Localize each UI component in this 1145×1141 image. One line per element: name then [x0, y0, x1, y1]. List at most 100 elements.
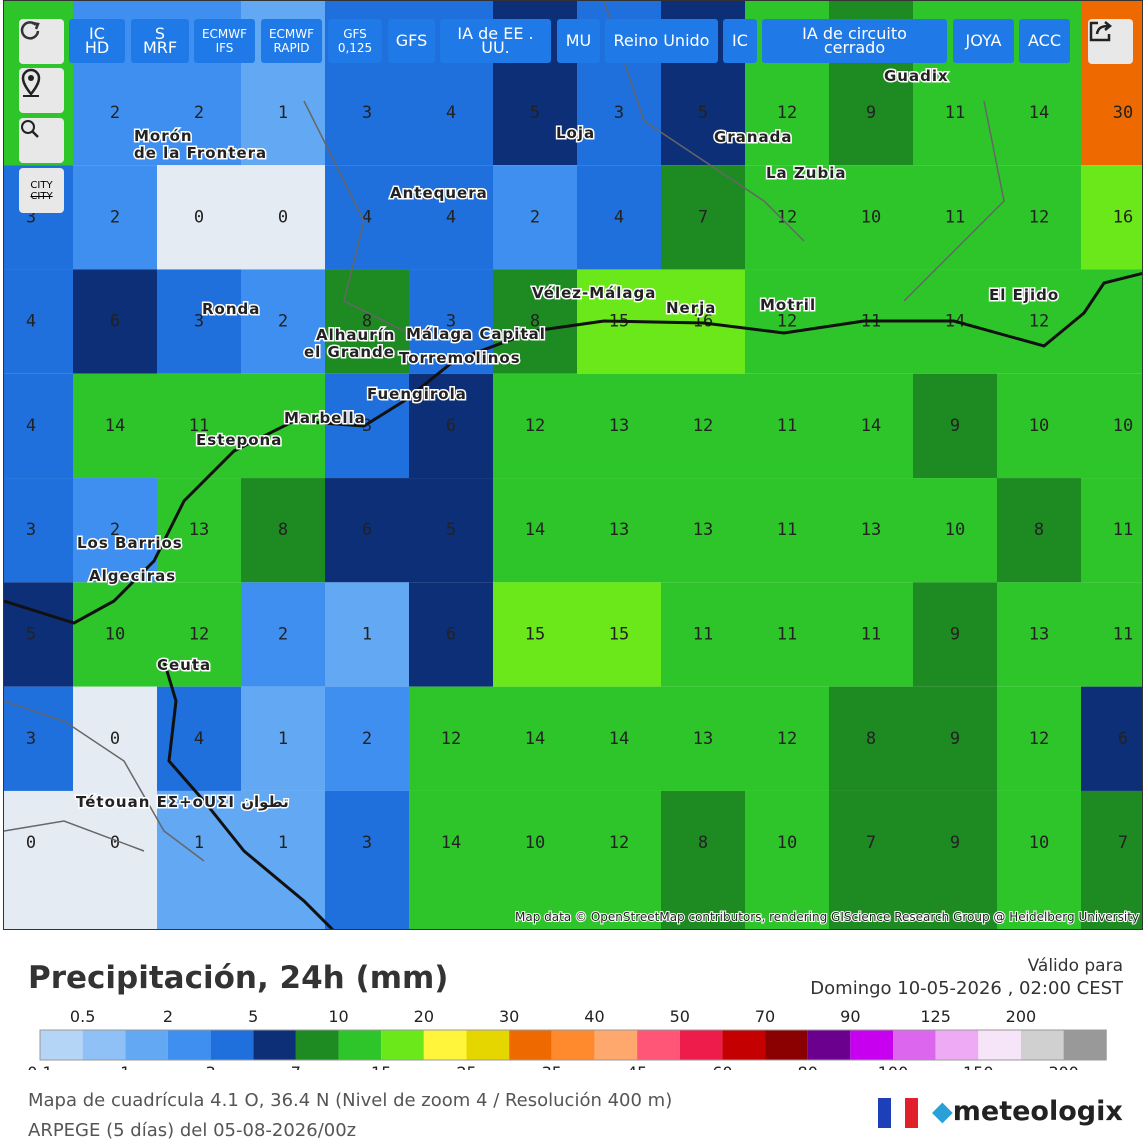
model-button[interactable]: GFS 0,125: [328, 19, 382, 63]
grid-cell: [997, 582, 1081, 687]
grid-cell: [493, 165, 577, 270]
brand-name: meteologix: [952, 1096, 1123, 1127]
grid-value: 10: [945, 520, 965, 540]
grid-value: 12: [189, 625, 209, 645]
legend-label: 7: [291, 1063, 301, 1070]
border: [4, 1, 1005, 862]
city-label: Antequera: [390, 184, 488, 202]
grid-cell: [73, 165, 157, 270]
grid-cell: [661, 165, 745, 270]
grid-cell: [325, 790, 409, 929]
grid-cell: [997, 165, 1081, 270]
grid-cell: [745, 790, 829, 929]
grid-value: 3: [362, 103, 372, 123]
grid-cell: [913, 165, 997, 270]
legend-label: 2: [163, 1008, 173, 1026]
grid-value: 0: [194, 207, 204, 227]
grid-value: 0: [110, 729, 120, 749]
grid-cell: [493, 790, 577, 929]
grid-cell: [73, 686, 157, 791]
zoom-button[interactable]: [19, 118, 64, 163]
model-button[interactable]: Reino Unido: [605, 19, 718, 63]
grid-value: 11: [1113, 520, 1133, 540]
legend-swatch: [807, 1030, 851, 1060]
model-button[interactable]: ECMWF RAPID: [261, 19, 322, 63]
grid-value: 3: [614, 103, 624, 123]
legend-swatch: [295, 1030, 339, 1060]
grid-value: 14: [525, 729, 545, 749]
model-button[interactable]: MU: [557, 19, 600, 63]
legend-swatch: [381, 1030, 424, 1060]
grid-value: 15: [609, 625, 629, 645]
legend-swatch: [466, 1030, 510, 1060]
model-button[interactable]: ACC: [1019, 19, 1070, 63]
legend-label: 25: [456, 1063, 476, 1070]
legend-label: 10: [328, 1008, 348, 1026]
grid-value: 7: [1118, 833, 1128, 853]
grid-value: 2: [110, 520, 120, 540]
legend-border: [39, 1029, 1107, 1061]
model-button[interactable]: S MRF: [131, 19, 189, 63]
location-button[interactable]: [19, 68, 64, 113]
model-button[interactable]: IC: [723, 19, 757, 63]
model-button[interactable]: IC HD: [69, 19, 125, 63]
title: Precipitación, 24h (mm): [28, 960, 449, 996]
city-label: Nerja: [666, 299, 716, 317]
city-label: Guadix: [884, 67, 949, 85]
grid-cell: [1081, 686, 1142, 791]
grid-cell: [829, 478, 913, 583]
grid-value: 12: [441, 729, 461, 749]
map[interactable]: 2 2 1 3 4 5 3 5 12 9 11 14 30 3 2 0 0 4 4 2 4 7 12 10 11 12 16 4 6 3 2…: [3, 0, 1143, 930]
grid-value: 11: [945, 103, 965, 123]
grid-value: 11: [189, 416, 209, 436]
grid-cell: [661, 373, 745, 479]
grid-value: 13: [189, 520, 209, 540]
grid-value: 12: [1029, 207, 1049, 227]
grid-cell: [997, 269, 1081, 374]
city-label: Alhaurín el Grande: [304, 326, 395, 361]
legend-label: 300: [1048, 1063, 1079, 1070]
grid-value: 6: [1118, 729, 1128, 749]
grid-cell: [325, 373, 409, 479]
model-button[interactable]: JOYA: [953, 19, 1014, 63]
grid-value: 30: [1113, 103, 1133, 123]
city-label: La Zubia: [766, 164, 846, 182]
model-button[interactable]: GFS: [388, 19, 435, 63]
grid-value: 4: [446, 103, 456, 123]
share-button[interactable]: [1088, 19, 1133, 64]
legend-label: 40: [584, 1008, 604, 1026]
grid-cell: [577, 582, 661, 687]
legend-swatch: [722, 1030, 766, 1060]
model-button[interactable]: IA de circuito cerrado: [762, 19, 947, 63]
city-label: Ronda: [202, 300, 260, 318]
city-label: Loja: [556, 124, 595, 142]
grid-value: 4: [26, 416, 36, 436]
grid-value: 2: [194, 103, 204, 123]
city-label: Morón de la Frontera: [134, 127, 267, 162]
city-label: Motril: [760, 296, 816, 314]
refresh-button[interactable]: [19, 19, 64, 64]
grid-value: 12: [777, 103, 797, 123]
legend-swatch: [509, 1030, 552, 1060]
grid-value: 9: [866, 103, 876, 123]
model-button[interactable]: IA de EE . UU.: [440, 19, 551, 63]
grid-cell: [241, 269, 325, 374]
grid-value: 0: [26, 833, 36, 853]
grid-cell: [73, 373, 157, 479]
grid-cell: [997, 686, 1081, 791]
grid-cell: [829, 373, 913, 479]
grid-cell: [325, 686, 409, 791]
grid-cell: [409, 165, 493, 270]
grid-cell: [829, 790, 913, 929]
grid-cell: [241, 582, 325, 687]
grid-value: 3: [194, 312, 204, 332]
model-button[interactable]: ECMWF IFS: [194, 19, 255, 63]
legend-swatch: [679, 1030, 723, 1060]
legend-swatch: [594, 1030, 638, 1060]
grid-value: 4: [26, 312, 36, 332]
grid-cell: [913, 686, 997, 791]
city-toggle[interactable]: CITY CITY: [19, 168, 64, 213]
grid-value: 15: [525, 625, 545, 645]
grid-value: 5: [530, 103, 540, 123]
city-label: Algeciras: [89, 567, 176, 585]
